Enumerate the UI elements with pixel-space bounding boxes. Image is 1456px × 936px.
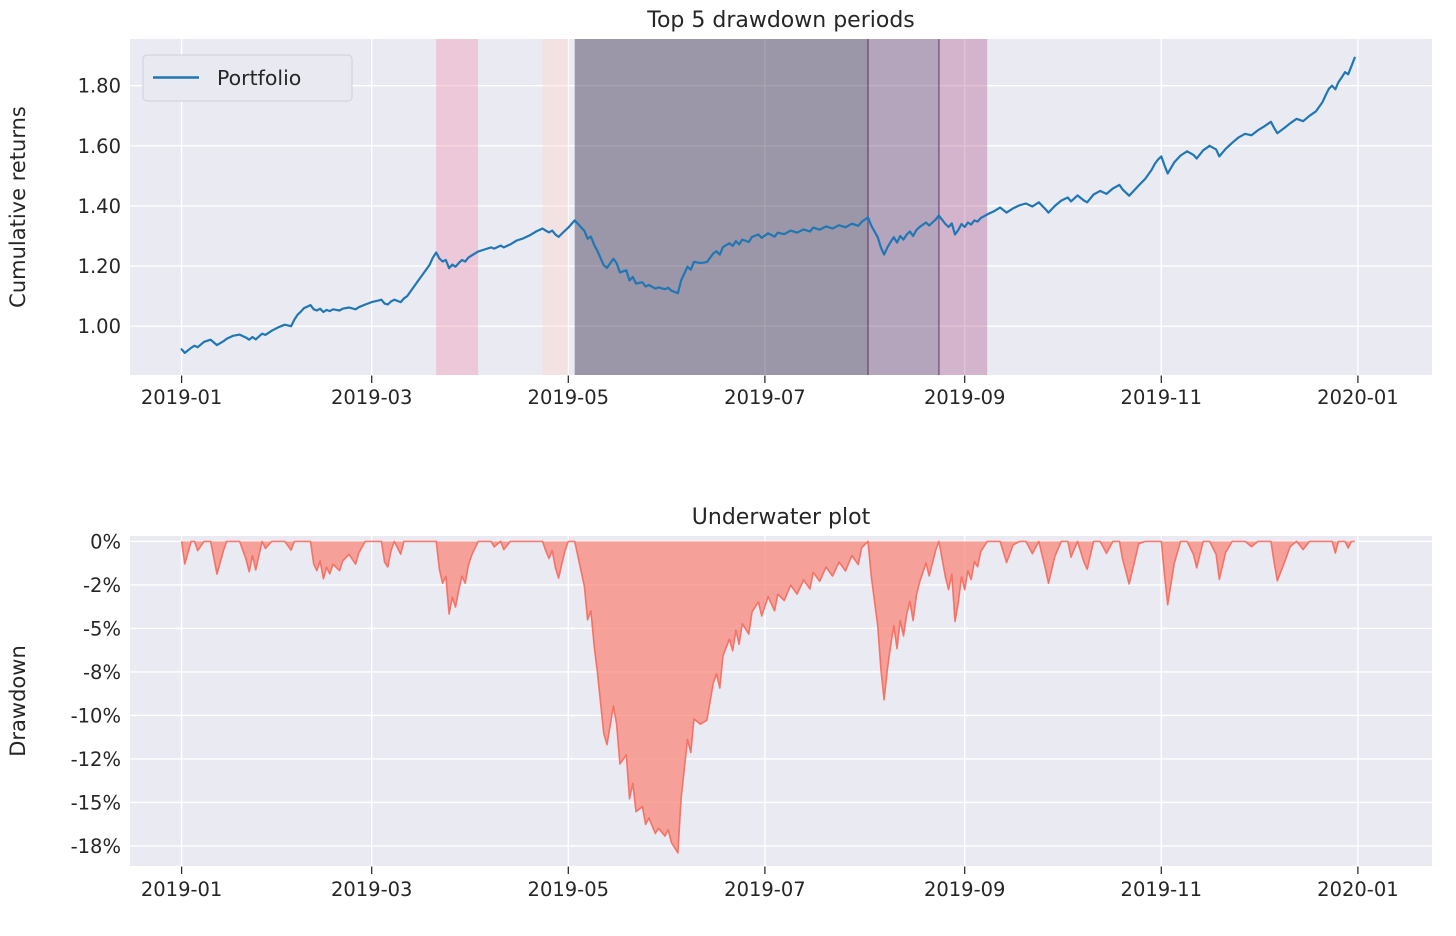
x-tick-label: 2019-05 [528, 878, 609, 901]
y-tick-label: 1.20 [78, 255, 121, 278]
y-tick-label: -8% [83, 661, 121, 684]
portfolio-line [180, 56, 1356, 354]
y-tick-label: 1.80 [78, 75, 121, 98]
x-tick-label: 2019-03 [331, 386, 412, 409]
underwater-ylabel: Drawdown [6, 645, 30, 757]
drawdown-band-rank-4 [436, 39, 479, 375]
top-chart: 2019-01 2019-03 2019-05 2019-07 2019-09 2019-… [78, 39, 1432, 409]
legend-label: Portfolio [217, 66, 301, 90]
x-tick-label: 2019-07 [724, 878, 805, 901]
drawdown-band-rank-5 [542, 39, 569, 375]
y-tick-label: -10% [71, 704, 121, 727]
y-tick-label: 1.60 [78, 135, 121, 158]
x-tick-label: 2019-11 [1121, 386, 1202, 409]
top-chart-title: Top 5 drawdown periods [646, 8, 915, 33]
y-tick-label: -15% [71, 791, 121, 814]
x-tick-label: 2020-01 [1317, 386, 1398, 409]
top-chart-ylabel: Cumulative returns [6, 106, 30, 308]
y-tick-label: -12% [71, 748, 121, 771]
x-tick-label: 2019-03 [331, 878, 412, 901]
underwater-chart: 2019-01 2019-03 2019-05 2019-07 2019-09 2019-… [71, 530, 1432, 901]
drawdown-band-rank-1 [574, 39, 868, 375]
drawdown-band-rank-2 [868, 39, 939, 375]
x-tick-label: 2019-01 [141, 386, 222, 409]
x-tick-label: 2019-11 [1121, 878, 1202, 901]
y-tick-label: 1.00 [78, 315, 121, 338]
y-tick-label: -2% [83, 574, 121, 597]
figure-labels: Top 5 drawdown periods Cumulative return… [6, 8, 915, 757]
y-tick-label: 1.40 [78, 195, 121, 218]
x-tick-label: 2019-05 [528, 386, 609, 409]
legend: Portfolio [142, 54, 353, 102]
x-tick-label: 2019-07 [724, 386, 805, 409]
x-tick-label: 2019-09 [924, 878, 1005, 901]
y-tick-label: 0% [90, 530, 121, 553]
y-tick-label: -5% [83, 617, 121, 640]
drawdown-band-rank-3 [938, 39, 988, 375]
x-tick-label: 2019-01 [141, 878, 222, 901]
legend-box [142, 54, 353, 102]
y-tick-label: -18% [71, 835, 121, 858]
x-tick-label: 2020-01 [1317, 878, 1398, 901]
x-tick-label: 2019-09 [924, 386, 1005, 409]
drawdown-edge-line [180, 540, 1355, 854]
underwater-title: Underwater plot [692, 505, 871, 530]
